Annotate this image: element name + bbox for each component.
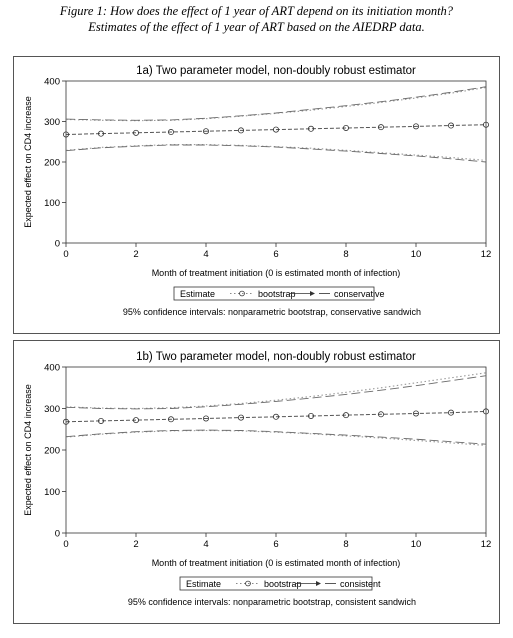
series-ci-upper-sandwich: [65, 86, 487, 121]
y-tick-label: 0: [55, 529, 60, 540]
series-ci-lower-sandwich: [65, 144, 487, 163]
legend-marker-estimate: [239, 290, 245, 297]
x-tick-label: 6: [273, 249, 278, 260]
estimate-point: [133, 129, 140, 136]
chart-title: 1b) Two parameter model, non-doubly robu…: [136, 351, 416, 363]
estimate-point: [167, 129, 174, 136]
chart-panel-1b: 1b) Two parameter model, non-doubly robu…: [13, 340, 500, 624]
x-tick-label: 6: [273, 539, 278, 550]
plot-area: [65, 366, 487, 534]
x-tick-label: 0: [63, 539, 68, 550]
x-tick-label: 12: [481, 249, 492, 260]
y-tick-label: 0: [55, 239, 60, 250]
chart-note: 95% confidence intervals: nonparametric …: [128, 597, 416, 607]
estimate-point: [307, 412, 314, 419]
x-tick-label: 2: [133, 539, 138, 550]
x-tick-label: 8: [343, 249, 348, 260]
y-tick-label: 100: [44, 487, 60, 498]
estimate-point: [377, 124, 384, 131]
estimate-point: [447, 122, 454, 129]
caption-line-1: Figure 1: How does the effect of 1 year …: [59, 4, 454, 18]
estimate-point: [237, 127, 244, 134]
series-estimate: [65, 124, 487, 135]
x-tick-label: 10: [411, 249, 422, 260]
estimate-point: [482, 408, 489, 415]
chart-title: 1a) Two parameter model, non-doubly robu…: [136, 65, 416, 77]
chart-panel-1a: 1a) Two parameter model, non-doubly robu…: [13, 56, 500, 334]
x-axis-label: Month of treatment initiation (0 is esti…: [152, 558, 401, 568]
legend-title: Estimate: [186, 579, 221, 589]
legend-box: [179, 576, 373, 591]
estimate-point: [202, 128, 209, 135]
y-tick-label: 400: [44, 363, 60, 374]
estimate-point: [98, 417, 105, 424]
y-tick-label: 400: [44, 77, 60, 88]
x-tick-label: 10: [411, 539, 422, 550]
legend-item-bootstrap: bootstrap: [258, 289, 296, 299]
estimate-point: [342, 124, 349, 131]
estimate-point: [63, 131, 70, 138]
series-ci-upper-sandwich: [65, 375, 487, 410]
y-tick-label: 100: [44, 198, 60, 209]
figure-caption: Figure 1: How does the effect of 1 year …: [0, 3, 513, 35]
estimate-point: [202, 415, 209, 422]
chart-1b: 1b) Two parameter model, non-doubly robu…: [23, 351, 492, 607]
legend-marker-estimate: [245, 580, 251, 587]
estimate-point: [482, 121, 489, 128]
y-tick-label: 300: [44, 117, 60, 128]
estimate-point: [237, 414, 244, 421]
x-tick-label: 2: [133, 249, 138, 260]
legend-arrow-head: [310, 291, 315, 296]
series-ci-lower-bootstrap: [65, 429, 487, 446]
caption-line-2: Estimates of the effect of 1 year of ART…: [88, 20, 425, 34]
y-axis-label: Expected effect on CD4 increase: [23, 384, 33, 515]
estimate-point: [307, 125, 314, 132]
chart-1a: 1a) Two parameter model, non-doubly robu…: [23, 65, 492, 317]
estimate-point: [412, 123, 419, 130]
estimate-point: [377, 411, 384, 418]
x-tick-label: 8: [343, 539, 348, 550]
series-ci-lower-sandwich: [65, 429, 487, 445]
estimate-point: [63, 418, 70, 425]
estimate-point: [272, 413, 279, 420]
legend-title: Estimate: [180, 289, 215, 299]
estimate-point: [98, 130, 105, 137]
chart-note: 95% confidence intervals: nonparametric …: [123, 307, 421, 317]
y-tick-label: 300: [44, 404, 60, 415]
y-tick-label: 200: [44, 158, 60, 169]
estimate-point: [133, 417, 140, 424]
series-estimate: [65, 410, 487, 423]
series-ci-upper-bootstrap: [65, 86, 487, 122]
legend-item-sandwich: consistent: [340, 579, 381, 589]
plot-area: [65, 80, 487, 244]
estimate-point: [447, 409, 454, 416]
x-tick-label: 4: [203, 539, 208, 550]
estimate-point: [272, 126, 279, 133]
x-tick-label: 12: [481, 539, 492, 550]
y-tick-label: 200: [44, 446, 60, 457]
legend-item-bootstrap: bootstrap: [264, 579, 302, 589]
estimate-point: [342, 412, 349, 419]
series-ci-upper-bootstrap: [65, 372, 487, 410]
x-tick-label: 0: [63, 249, 68, 260]
legend-item-sandwich: conservative: [334, 289, 385, 299]
estimate-point: [412, 410, 419, 417]
estimate-point: [167, 416, 174, 423]
legend-box: [173, 286, 375, 301]
x-axis-label: Month of treatment initiation (0 is esti…: [152, 268, 401, 278]
x-tick-label: 4: [203, 249, 208, 260]
y-axis-label: Expected effect on CD4 increase: [23, 96, 33, 227]
legend-arrow-head: [316, 581, 321, 586]
